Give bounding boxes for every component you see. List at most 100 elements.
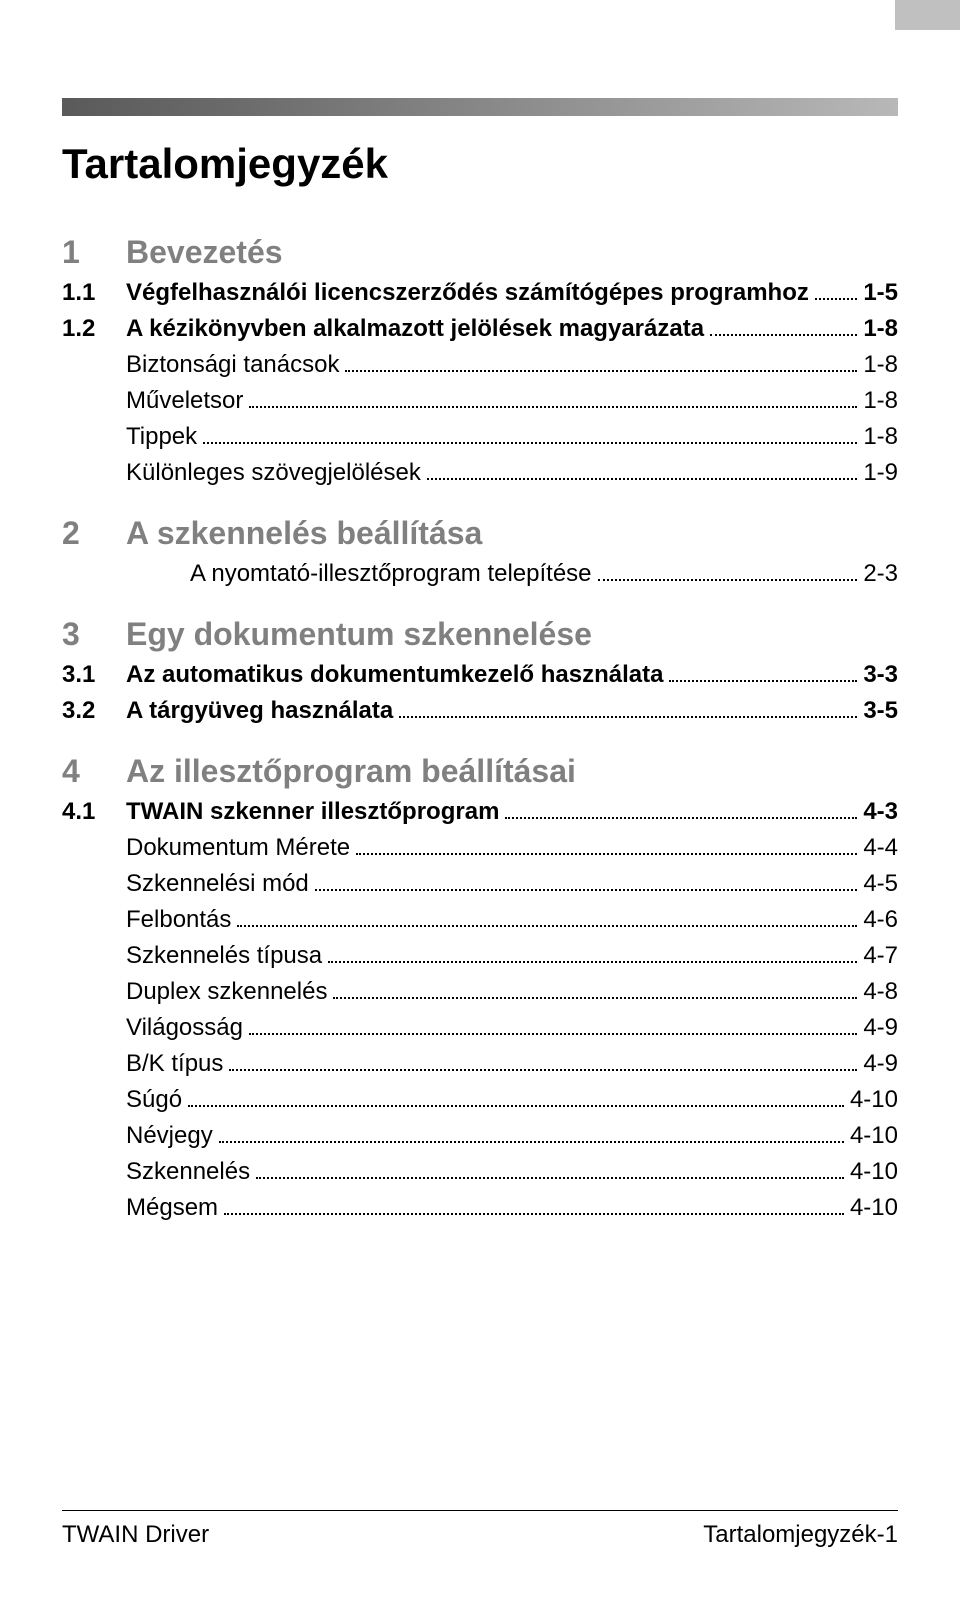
- entry-page: 4-8: [863, 978, 898, 1006]
- entry-title: A tárgyüveg használata: [126, 697, 393, 725]
- toc-entry: Különleges szövegjelölések 1-9: [62, 459, 898, 487]
- page-title: Tartalomjegyzék: [62, 140, 898, 188]
- corner-accent: [895, 0, 960, 30]
- entry-number: 3.1: [62, 661, 126, 689]
- entry-title: Duplex szkennelés: [126, 978, 327, 1006]
- entry-title: TWAIN szkenner illesztőprogram: [126, 798, 499, 826]
- leader-dots: [219, 1141, 844, 1143]
- leader-dots: [249, 406, 857, 408]
- entry-number: 3.2: [62, 697, 126, 725]
- leader-dots: [399, 716, 857, 718]
- toc-entry: Szkennelési mód 4-5: [62, 870, 898, 898]
- content-area: Tartalomjegyzék 1Bevezetés1.1Végfelhaszn…: [62, 140, 898, 1222]
- leader-dots: [224, 1213, 844, 1215]
- entry-page: 4-9: [863, 1050, 898, 1078]
- leader-dots: [427, 478, 857, 480]
- entry-page: 2-3: [863, 560, 898, 588]
- entry-title: Felbontás: [126, 906, 231, 934]
- leader-dots: [237, 925, 857, 927]
- chapter-row: 2A szkennelés beállítása: [62, 515, 898, 552]
- entry-title: B/K típus: [126, 1050, 223, 1078]
- leader-dots: [815, 298, 857, 300]
- chapter-title: Bevezetés: [126, 234, 283, 271]
- header-gradient-bar: [62, 98, 898, 116]
- toc-entry: 1.1Végfelhasználói licencszerződés számí…: [62, 279, 898, 307]
- entry-title: A nyomtató-illesztőprogram telepítése: [190, 560, 592, 588]
- toc-entry: 3.1Az automatikus dokumentumkezelő haszn…: [62, 661, 898, 689]
- toc-entry: Biztonsági tanácsok 1-8: [62, 351, 898, 379]
- toc-entry: Súgó4-10: [62, 1086, 898, 1114]
- page: Tartalomjegyzék 1Bevezetés1.1Végfelhaszn…: [0, 0, 960, 1607]
- entry-page: 4-10: [850, 1086, 898, 1114]
- entry-title: Az automatikus dokumentumkezelő használa…: [126, 661, 663, 689]
- leader-dots: [188, 1105, 844, 1107]
- entry-title: Világosság: [126, 1014, 243, 1042]
- entry-page: 4-3: [863, 798, 898, 826]
- leader-dots: [315, 889, 858, 891]
- entry-page: 4-7: [863, 942, 898, 970]
- leader-dots: [249, 1033, 857, 1035]
- chapter-number: 1: [62, 234, 126, 271]
- entry-title: Végfelhasználói licencszerződés számítóg…: [126, 279, 809, 307]
- footer-left: TWAIN Driver: [62, 1521, 209, 1549]
- toc-entry: 4.1TWAIN szkenner illesztőprogram 4-3: [62, 798, 898, 826]
- leader-dots: [345, 370, 857, 372]
- chapter-number: 4: [62, 753, 126, 790]
- entry-page: 1-9: [863, 459, 898, 487]
- chapter-number: 2: [62, 515, 126, 552]
- leader-dots: [669, 680, 857, 682]
- toc-entry: Felbontás 4-6: [62, 906, 898, 934]
- entry-page: 4-5: [863, 870, 898, 898]
- leader-dots: [328, 961, 857, 963]
- entry-page: 3-5: [863, 697, 898, 725]
- footer-right: Tartalomjegyzék-1: [703, 1521, 898, 1549]
- toc-entry: 1.2A kézikönyvben alkalmazott jelölések …: [62, 315, 898, 343]
- chapter-title: Egy dokumentum szkennelése: [126, 616, 592, 653]
- toc-entry: Névjegy 4-10: [62, 1122, 898, 1150]
- entry-number: 1.1: [62, 279, 126, 307]
- entry-title: Névjegy: [126, 1122, 213, 1150]
- entry-page: 4-10: [850, 1194, 898, 1222]
- page-footer: TWAIN Driver Tartalomjegyzék-1: [62, 1510, 898, 1549]
- toc-entry: Duplex szkennelés 4-8: [62, 978, 898, 1006]
- toc-entry: B/K típus 4-9: [62, 1050, 898, 1078]
- entry-title: Mégsem: [126, 1194, 218, 1222]
- toc-entry: Dokumentum Mérete 4-4: [62, 834, 898, 862]
- toc-entry: A nyomtató-illesztőprogram telepítése 2-3: [62, 560, 898, 588]
- entry-title: Szkennelési mód: [126, 870, 309, 898]
- entry-title: Tippek: [126, 423, 197, 451]
- entry-page: 1-8: [863, 315, 898, 343]
- entry-page: 3-3: [863, 661, 898, 689]
- toc-entry: 3.2A tárgyüveg használata 3-5: [62, 697, 898, 725]
- chapter-number: 3: [62, 616, 126, 653]
- entry-title: Szkennelés típusa: [126, 942, 322, 970]
- leader-dots: [203, 442, 857, 444]
- leader-dots: [356, 853, 857, 855]
- entry-title: Különleges szövegjelölések: [126, 459, 421, 487]
- entry-title: Műveletsor: [126, 387, 243, 415]
- entry-page: 4-10: [850, 1122, 898, 1150]
- entry-title: A kézikönyvben alkalmazott jelölések mag…: [126, 315, 704, 343]
- entry-number: 1.2: [62, 315, 126, 343]
- entry-title: Dokumentum Mérete: [126, 834, 350, 862]
- chapter-title: A szkennelés beállítása: [126, 515, 482, 552]
- leader-dots: [598, 579, 858, 581]
- entry-page: 1-8: [863, 351, 898, 379]
- leader-dots: [229, 1069, 857, 1071]
- toc-entry: Mégsem 4-10: [62, 1194, 898, 1222]
- entry-title: Biztonsági tanácsok: [126, 351, 339, 379]
- entry-title: Szkennelés: [126, 1158, 250, 1186]
- entry-page: 4-10: [850, 1158, 898, 1186]
- entry-number: 4.1: [62, 798, 126, 826]
- toc-entry: Műveletsor 1-8: [62, 387, 898, 415]
- entry-page: 4-4: [863, 834, 898, 862]
- entry-page: 4-9: [863, 1014, 898, 1042]
- entry-page: 4-6: [863, 906, 898, 934]
- leader-dots: [256, 1177, 844, 1179]
- chapter-row: 4Az illesztőprogram beállításai: [62, 753, 898, 790]
- chapter-title: Az illesztőprogram beállításai: [126, 753, 576, 790]
- toc-entry: Világosság 4-9: [62, 1014, 898, 1042]
- entry-page: 1-8: [863, 387, 898, 415]
- leader-dots: [333, 997, 857, 999]
- leader-dots: [505, 817, 857, 819]
